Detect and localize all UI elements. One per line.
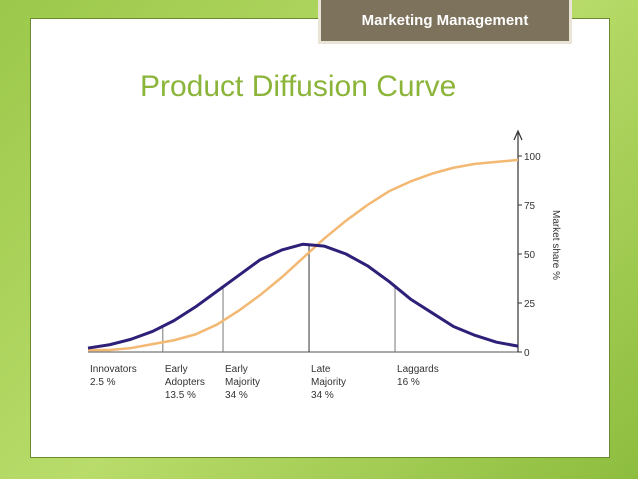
segment-label: 34 %: [311, 390, 334, 401]
y-tick-label: 100: [524, 152, 541, 163]
slide-title: Product Diffusion Curve: [140, 70, 457, 103]
segment-label: Innovators: [90, 364, 137, 375]
segment-label: 13.5 %: [165, 390, 196, 401]
segment-label: 34 %: [225, 390, 248, 401]
series-line: [88, 158, 519, 352]
segment-label: Majority: [311, 377, 346, 388]
header: Marketing Management: [318, 0, 572, 44]
y-axis-label: Market share %: [550, 210, 561, 280]
segment-label: Early: [225, 364, 248, 375]
segment-label: Adopters: [165, 377, 205, 388]
segment-label: Majority: [225, 377, 260, 388]
segment-label: Early: [165, 364, 188, 375]
segment-label: Late: [311, 364, 331, 375]
segment-label: Laggards: [397, 364, 439, 375]
series-line: [87, 242, 519, 350]
y-tick-label: 25: [524, 299, 536, 310]
axis-arrow: [513, 129, 523, 141]
segment-label: 2.5 %: [90, 377, 116, 388]
y-tick-label: 0: [524, 348, 530, 359]
y-tick-label: 50: [524, 250, 536, 261]
slide: [30, 18, 610, 458]
segment-label: 16 %: [397, 377, 420, 388]
y-tick-label: 75: [524, 201, 536, 212]
